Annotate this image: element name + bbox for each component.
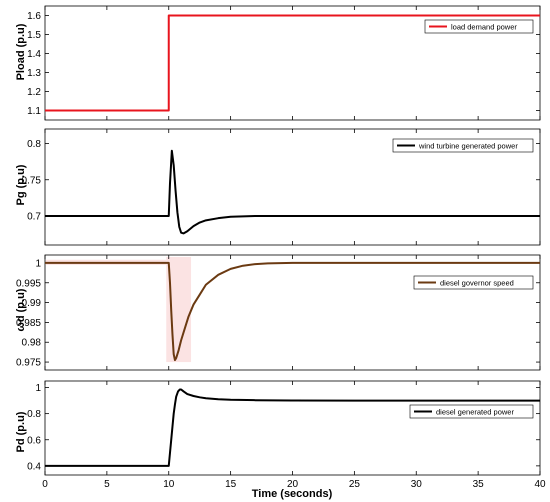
y-axis-label: Pg (p.u) [15,164,27,205]
y-tick-label: 1 [35,383,41,394]
x-axis-label: Time (seconds) [252,488,333,500]
x-tick-label: 30 [411,479,423,490]
y-tick-label: 1 [35,258,41,269]
y-tick-label: 0.98 [22,338,42,349]
x-tick-label: 10 [163,479,175,490]
series-line [45,388,540,467]
x-tick-label: 15 [225,479,237,490]
x-tick-label: 25 [349,479,361,490]
panel-load-demand: Pload (p.u) 1.1 1.2 1.3 1.4 1.5 1.6 load deman… [15,5,541,121]
panel-diesel-governor-speed: ωd (p.u) 0.975 0.98 0.985 0.99 0.995 1 diesel … [15,254,541,371]
y-tick-label: 0.985 [16,318,41,329]
legend-label: load demand power [451,22,517,31]
legend-box [413,275,534,290]
y-tick-label: 1.6 [27,11,41,22]
y-tick-label: 1.1 [27,106,41,117]
panel-diesel-generated-power: Pd (p.u) Time (seconds) 0.40.60.810 5 10 15… [15,380,546,500]
legend-label: diesel generated power [436,407,514,416]
x-tick-label: 0 [42,479,48,490]
legend-label: wind turbine generated power [418,141,518,150]
y-tick-label: 1.2 [27,87,41,98]
legend-box [424,19,534,34]
y-tick-label: 0.8 [27,409,41,420]
y-tick-label: 0.995 [16,278,41,289]
y-tick-label: 0.6 [27,435,41,446]
x-tick-label: 20 [287,479,299,490]
y-tick-label: 1.5 [27,30,41,41]
x-tick-label: 5 [104,479,110,490]
y-tick-label: 1.3 [27,68,41,79]
y-tick-label: 0.8 [27,139,41,150]
y-axis-label: Pd (p.u) [15,411,27,452]
legend-box [409,404,534,419]
panel-wind-turbine-power: Pg (p.u) 0.7 0.75 0.8 wind turbine generate… [15,128,541,246]
y-tick-label: 0.7 [27,212,41,223]
series-line [45,14,540,112]
y-tick-label: 0.975 [16,358,41,369]
series-line [45,149,540,235]
x-tick-label: 40 [534,479,546,490]
legend-box [392,138,534,153]
plot-frame [44,254,541,371]
x-tick-label: 35 [473,479,485,490]
y-tick-label: 0.99 [22,298,42,309]
legend-label: diesel governor speed [440,278,514,287]
y-axis-label: Pload (p.u) [15,23,27,80]
y-tick-label: 0.75 [22,175,42,186]
y-axis-label: ωd (p.u) [15,288,27,331]
plot-frame [44,380,541,476]
y-tick-label: 1.4 [27,49,41,60]
y-tick-label: 0.4 [27,461,41,472]
series-line [45,261,540,362]
